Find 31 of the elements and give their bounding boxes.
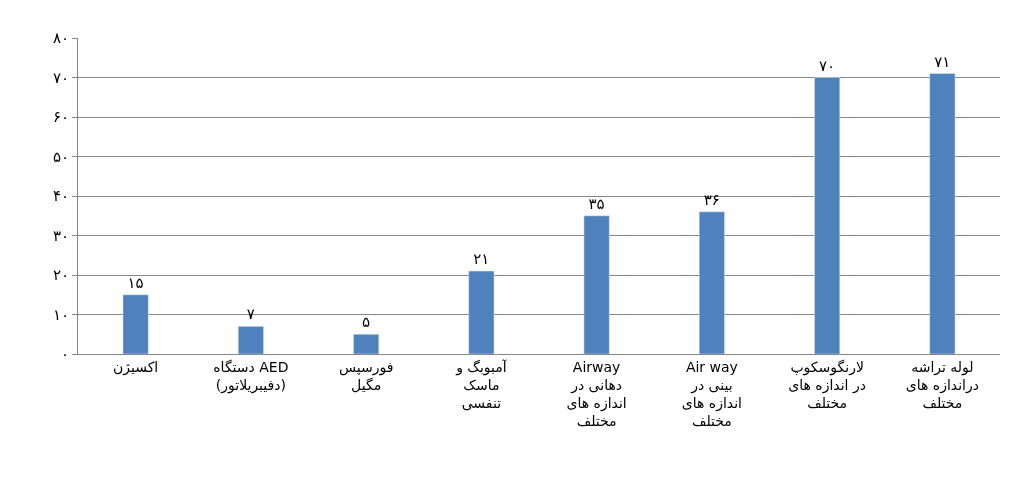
data-label: ۳۵ bbox=[588, 194, 605, 213]
data-label: ۷۰ bbox=[819, 56, 836, 75]
data-label: ۷۱ bbox=[934, 52, 951, 71]
y-tick-label: ۸۰ bbox=[52, 29, 69, 48]
data-label: ۳۶ bbox=[703, 190, 720, 209]
bar bbox=[929, 73, 956, 354]
bar bbox=[698, 211, 725, 354]
y-tick-label: ۳۰ bbox=[52, 226, 69, 245]
bar bbox=[237, 326, 264, 354]
x-tick-label: آمبوبگ و ماسک تنفسی bbox=[455, 358, 508, 412]
x-tick-label: لوله تراشه دراندازه های مختلف bbox=[905, 358, 979, 412]
y-tick-label: ۱۰ bbox=[52, 305, 69, 324]
y-tick-label: ۷۰ bbox=[52, 68, 69, 87]
bar bbox=[468, 270, 495, 354]
x-tick-label: لارنگوسکوپ در اندازه های مختلف bbox=[788, 358, 866, 412]
bar bbox=[583, 215, 610, 354]
x-tick-label: فورسپس مگیل bbox=[338, 358, 394, 393]
y-tick-label: ۴۰ bbox=[52, 187, 69, 206]
x-tick-label: اکسیژن bbox=[112, 358, 159, 376]
data-label: ۵ bbox=[362, 313, 371, 332]
y-tick-label: ۰ bbox=[60, 345, 69, 364]
data-label: ۱۵ bbox=[127, 273, 144, 292]
x-tick-label: دستگاه AED (دفیبریلاتور) bbox=[213, 358, 289, 394]
y-tick-label: ۲۰ bbox=[52, 266, 69, 285]
bar bbox=[814, 77, 841, 354]
y-tick-label: ۶۰ bbox=[52, 108, 69, 127]
bar bbox=[122, 294, 149, 354]
bar bbox=[353, 334, 380, 354]
data-label: ۷ bbox=[246, 305, 255, 324]
y-tick-label: ۵۰ bbox=[52, 147, 69, 166]
data-label: ۲۱ bbox=[473, 250, 490, 269]
